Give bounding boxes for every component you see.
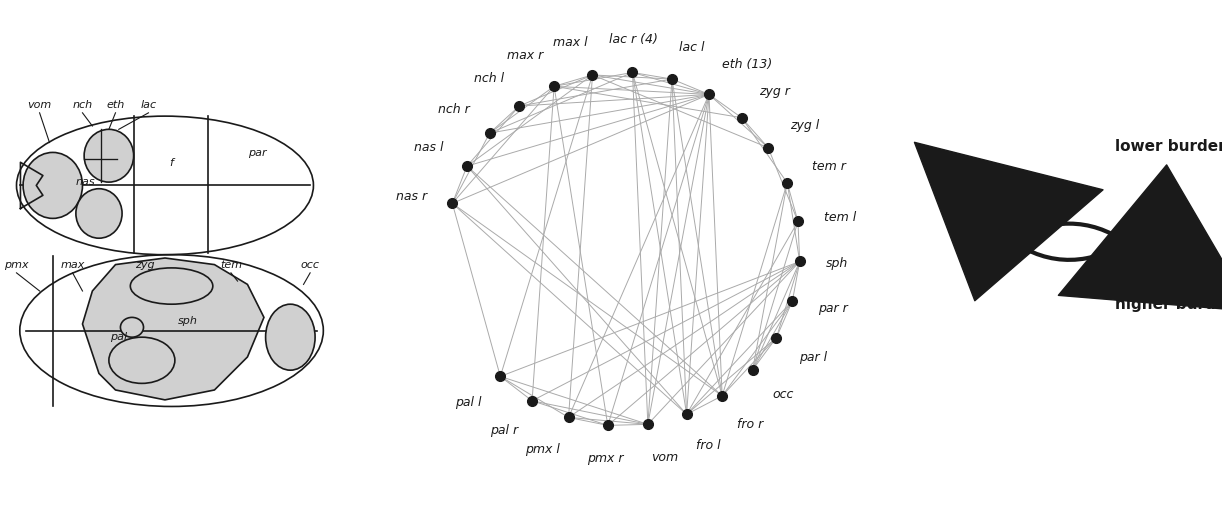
Text: vom: vom: [651, 450, 678, 463]
Text: pmx l: pmx l: [525, 443, 561, 456]
Ellipse shape: [76, 189, 122, 238]
Text: nch l: nch l: [473, 72, 503, 85]
Text: eth: eth: [106, 100, 125, 110]
Ellipse shape: [109, 337, 175, 383]
Text: zyg: zyg: [136, 260, 155, 270]
Text: tem r: tem r: [811, 160, 846, 173]
Text: lac: lac: [141, 100, 156, 110]
Text: par l: par l: [799, 351, 827, 364]
Text: pal: pal: [110, 332, 127, 343]
Text: lower burden-rank: lower burden-rank: [1116, 139, 1222, 154]
Text: sph: sph: [826, 257, 848, 270]
Text: eth (13): eth (13): [722, 58, 772, 71]
Text: nas l: nas l: [414, 141, 444, 154]
Text: pal l: pal l: [456, 395, 481, 409]
Text: occ: occ: [301, 260, 320, 270]
Text: nch: nch: [72, 100, 93, 110]
Text: sph: sph: [178, 316, 198, 326]
Text: lac r (4): lac r (4): [610, 33, 659, 46]
Text: occ: occ: [772, 388, 793, 401]
Text: higher burden-rank: higher burden-rank: [1116, 297, 1222, 312]
Text: vom: vom: [27, 100, 51, 110]
Ellipse shape: [265, 304, 315, 370]
Text: max l: max l: [554, 36, 588, 49]
Text: pmx: pmx: [4, 260, 29, 270]
Text: pmx r: pmx r: [588, 452, 623, 465]
Text: max: max: [60, 260, 84, 270]
Text: par r: par r: [818, 302, 848, 315]
Text: zyg l: zyg l: [789, 120, 819, 133]
Polygon shape: [83, 258, 264, 400]
Ellipse shape: [84, 130, 133, 182]
Text: lac l: lac l: [679, 41, 705, 54]
Text: par: par: [248, 148, 266, 158]
Text: fro l: fro l: [697, 439, 721, 452]
Text: nas r: nas r: [396, 190, 426, 203]
Text: nch r: nch r: [437, 103, 469, 116]
Text: tem: tem: [220, 260, 242, 270]
Ellipse shape: [23, 152, 83, 218]
Text: f: f: [170, 157, 174, 168]
Text: max r: max r: [507, 49, 544, 62]
Ellipse shape: [131, 268, 213, 304]
Text: zyg r: zyg r: [759, 85, 791, 98]
Text: nas: nas: [76, 178, 95, 187]
Ellipse shape: [121, 317, 143, 337]
Text: tem l: tem l: [824, 211, 857, 224]
Text: pal r: pal r: [490, 424, 518, 437]
Text: fro r: fro r: [737, 418, 764, 431]
